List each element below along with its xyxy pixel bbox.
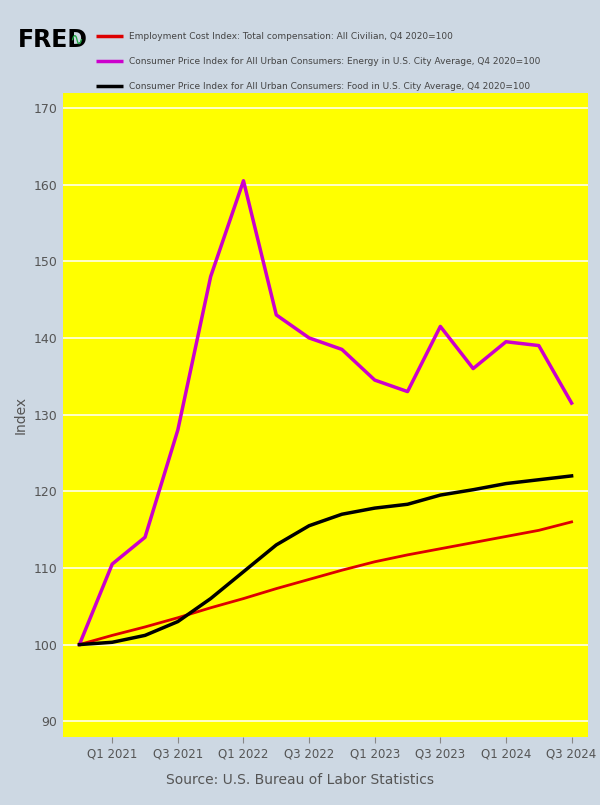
Text: Employment Cost Index: Total compensation: All Civilian, Q4 2020=100: Employment Cost Index: Total compensatio… bbox=[129, 31, 453, 41]
Y-axis label: Index: Index bbox=[14, 395, 28, 434]
Text: Consumer Price Index for All Urban Consumers: Energy in U.S. City Average, Q4 20: Consumer Price Index for All Urban Consu… bbox=[129, 56, 541, 66]
Text: FRED: FRED bbox=[18, 28, 88, 52]
Text: Consumer Price Index for All Urban Consumers: Food in U.S. City Average, Q4 2020: Consumer Price Index for All Urban Consu… bbox=[129, 81, 530, 91]
Text: Source: U.S. Bureau of Labor Statistics: Source: U.S. Bureau of Labor Statistics bbox=[166, 774, 434, 787]
Text: ∿: ∿ bbox=[69, 31, 83, 48]
